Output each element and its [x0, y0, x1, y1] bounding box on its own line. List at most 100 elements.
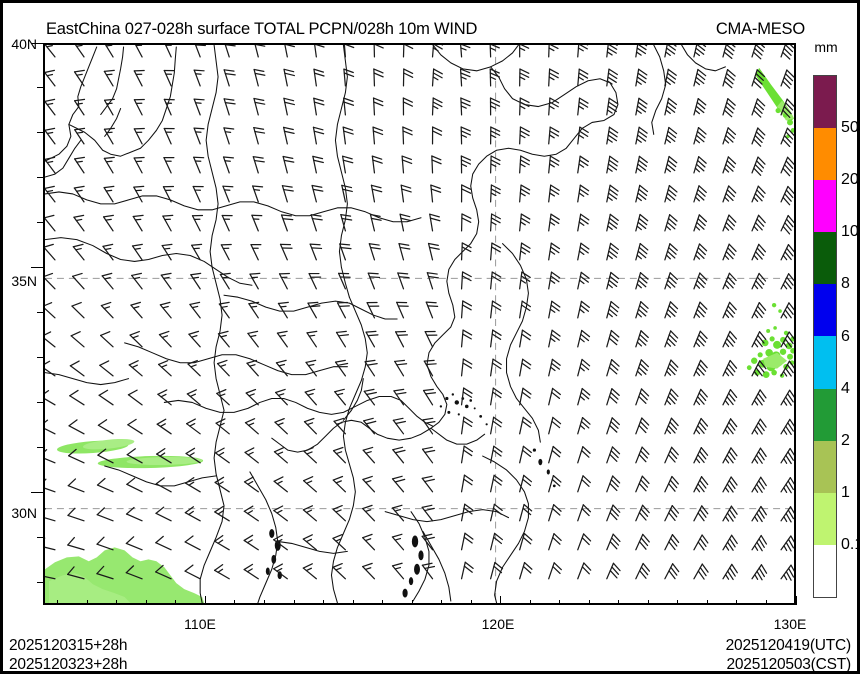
wind-barb	[277, 301, 289, 319]
wind-barb	[489, 242, 502, 261]
wind-barb	[193, 98, 205, 116]
wind-barb	[308, 272, 322, 290]
longitude-tick	[736, 600, 738, 605]
latitude-tick	[37, 177, 43, 179]
wind-barb	[248, 301, 260, 319]
wind-barb	[273, 563, 288, 580]
wind-barb	[664, 504, 680, 522]
wind-barb	[460, 45, 471, 58]
wind-barb	[332, 533, 347, 551]
wind-barb	[133, 156, 145, 174]
wind-barb	[96, 477, 114, 493]
wind-barb	[460, 474, 474, 493]
colorbar-segment	[814, 128, 836, 181]
wind-barb	[219, 272, 231, 290]
wind-barb	[722, 418, 738, 435]
wind-barb	[635, 126, 648, 145]
wind-barb	[253, 97, 266, 116]
wind-barb	[74, 156, 86, 174]
wind-barb	[157, 360, 172, 377]
wind-barb	[722, 389, 738, 406]
wind-barb	[751, 418, 767, 435]
wind-barb	[275, 388, 288, 406]
wind-barb	[223, 127, 235, 145]
wind-barb	[284, 45, 295, 58]
colorbar[interactable]	[813, 75, 837, 598]
wind-barb	[780, 45, 794, 60]
wind-barb	[332, 562, 347, 580]
wind-barb	[371, 155, 383, 174]
wind-barb	[606, 446, 621, 464]
wind-barb	[98, 389, 114, 406]
wind-barb	[332, 446, 347, 464]
wind-barb	[489, 561, 504, 580]
wind-barb	[548, 45, 559, 58]
wind-barb	[125, 565, 143, 580]
wind-barb	[246, 359, 259, 377]
wind-barb	[460, 416, 473, 435]
wind-barb	[577, 97, 589, 116]
wind-barb	[158, 330, 172, 348]
colorbar-tick-label: 8	[841, 275, 850, 293]
wind-barb	[187, 359, 201, 377]
wind-barb	[283, 97, 295, 116]
wind-barb	[253, 68, 266, 87]
colorbar-segment	[814, 388, 836, 441]
wind-barb	[460, 329, 473, 348]
wind-barb	[722, 563, 738, 581]
wind-barb	[45, 331, 56, 348]
wind-barb	[96, 507, 114, 522]
wind-barb	[489, 213, 501, 232]
wind-barb	[693, 301, 708, 319]
wind-barb	[780, 389, 794, 406]
wind-barb	[577, 300, 590, 319]
wind-barb	[431, 126, 443, 145]
wind-barb	[577, 271, 590, 290]
wind-barb	[194, 45, 206, 58]
wind-barb	[751, 389, 767, 406]
wind-barb	[780, 506, 794, 523]
wind-barb	[548, 387, 561, 406]
wind-barb	[693, 243, 708, 261]
wind-barb	[664, 272, 678, 290]
wind-barb	[283, 68, 295, 87]
wind-barb	[67, 566, 85, 580]
wind-barb	[397, 272, 410, 290]
wind-barb	[519, 271, 531, 290]
lon-label-120e: 120E	[481, 616, 515, 632]
wind-barb	[309, 243, 323, 261]
wind-barb	[577, 68, 589, 87]
colorbar-segment	[814, 76, 836, 129]
wind-barb	[163, 127, 175, 145]
wind-barb	[307, 301, 321, 319]
wind-barb	[102, 243, 114, 261]
wind-barb	[243, 563, 259, 580]
colorbar-tick-label: 20	[841, 171, 859, 189]
wind-barb	[751, 98, 766, 118]
wind-barb	[254, 45, 266, 58]
wind-barb	[155, 506, 172, 522]
wind-barb	[693, 446, 709, 464]
wind-barb	[184, 506, 201, 522]
wind-barb	[302, 563, 317, 580]
wind-barb	[693, 505, 709, 522]
wind-barb	[334, 388, 347, 406]
wind-barb	[780, 331, 794, 348]
wind-barb	[548, 300, 561, 319]
wind-barb	[577, 358, 591, 377]
wind-barb	[310, 214, 323, 232]
wind-barb	[693, 185, 707, 203]
wind-barb	[489, 416, 503, 435]
longitude-tick	[441, 600, 443, 605]
wind-barb	[333, 417, 347, 435]
map-panel[interactable]	[43, 43, 796, 605]
wind-barb	[283, 126, 295, 145]
footer-valid-utc: 2025120419(UTC)	[725, 637, 852, 654]
latitude-tick	[37, 447, 43, 449]
wind-barb	[577, 155, 590, 174]
wind-barb	[780, 185, 794, 206]
wind-barb	[400, 184, 412, 203]
wind-barb	[339, 243, 352, 261]
wind-barb	[460, 445, 474, 464]
